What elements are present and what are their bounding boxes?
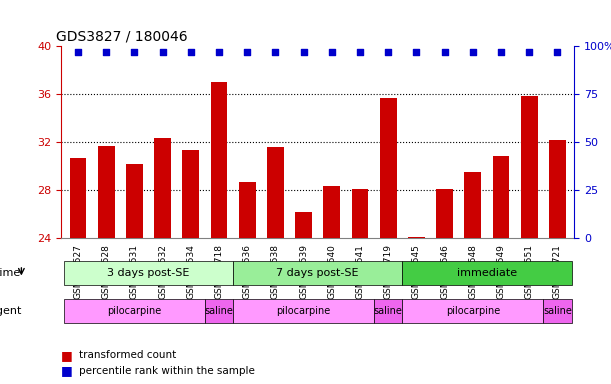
Bar (549, 140, 566, 384)
Bar (492, 157, 510, 384)
FancyBboxPatch shape (205, 299, 233, 323)
Text: pilocarpine: pilocarpine (277, 306, 331, 316)
Bar (436, 189, 453, 384)
Point (468, 49, 478, 55)
Text: transformed count: transformed count (79, 350, 177, 360)
Bar (323, 187, 340, 384)
Text: 3 days post-SE: 3 days post-SE (108, 268, 189, 278)
Text: pilocarpine: pilocarpine (445, 306, 500, 316)
Bar (267, 147, 284, 384)
FancyBboxPatch shape (64, 299, 205, 323)
Point (130, 49, 139, 55)
Text: pilocarpine: pilocarpine (108, 306, 161, 316)
Bar (464, 172, 481, 384)
Text: saline: saline (374, 306, 403, 316)
Point (271, 49, 280, 55)
Text: GDS3827 / 180046: GDS3827 / 180046 (56, 30, 188, 43)
Point (158, 49, 167, 55)
FancyBboxPatch shape (374, 299, 402, 323)
Bar (295, 212, 312, 384)
Text: saline: saline (543, 306, 572, 316)
Text: immediate: immediate (457, 268, 517, 278)
Point (73, 49, 83, 55)
Text: ■: ■ (61, 349, 73, 362)
Point (552, 49, 562, 55)
FancyBboxPatch shape (64, 260, 233, 285)
Point (327, 49, 337, 55)
Point (524, 49, 534, 55)
FancyBboxPatch shape (233, 299, 374, 323)
Bar (211, 82, 227, 384)
Point (186, 49, 196, 55)
Text: agent: agent (0, 306, 21, 316)
Text: percentile rank within the sample: percentile rank within the sample (79, 366, 255, 376)
Point (299, 49, 309, 55)
Point (214, 49, 224, 55)
Point (101, 49, 111, 55)
Bar (154, 139, 171, 384)
Point (383, 49, 393, 55)
Bar (239, 182, 255, 384)
Bar (351, 189, 368, 384)
Point (496, 49, 506, 55)
Text: 7 days post-SE: 7 days post-SE (276, 268, 359, 278)
Bar (126, 164, 143, 384)
Bar (521, 96, 538, 384)
Text: time: time (0, 268, 21, 278)
FancyBboxPatch shape (233, 260, 402, 285)
Bar (380, 98, 397, 384)
Bar (182, 151, 199, 384)
FancyBboxPatch shape (543, 299, 571, 323)
Text: ■: ■ (61, 364, 73, 377)
Bar (98, 146, 115, 384)
Point (440, 49, 450, 55)
Bar (408, 237, 425, 384)
Point (355, 49, 365, 55)
Text: saline: saline (205, 306, 233, 316)
Point (243, 49, 252, 55)
FancyBboxPatch shape (402, 260, 571, 285)
FancyBboxPatch shape (402, 299, 543, 323)
Bar (70, 158, 87, 384)
Point (412, 49, 422, 55)
